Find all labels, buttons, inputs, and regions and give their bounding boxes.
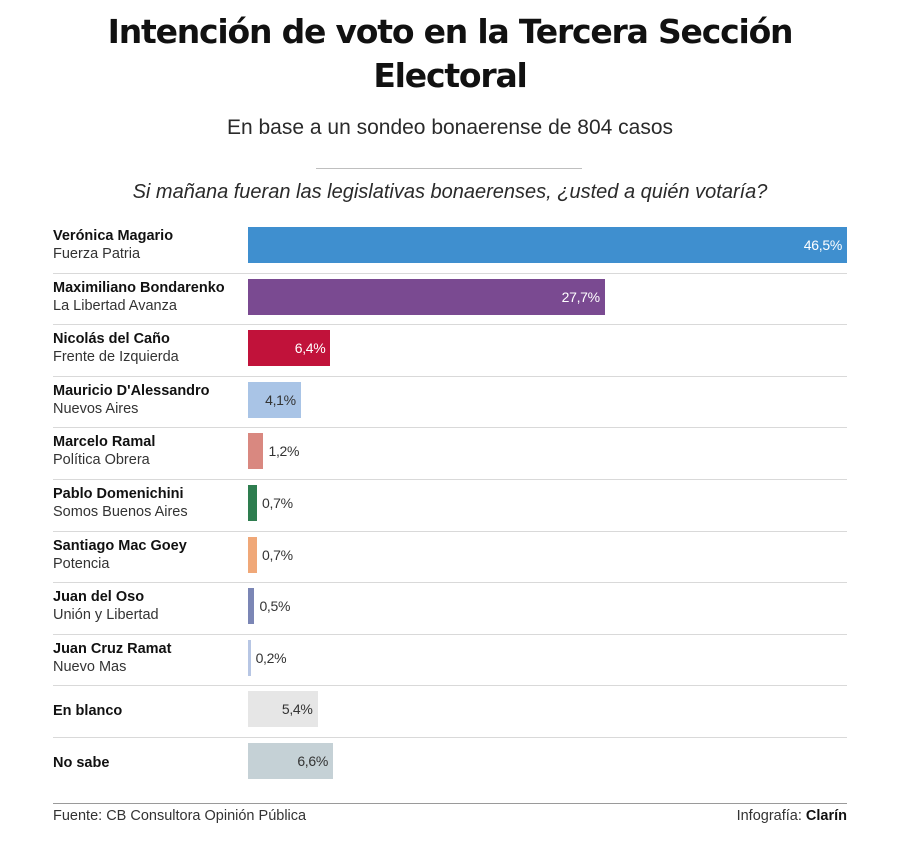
- chart-title-line1: Intención de voto en la Tercera Sección: [107, 12, 794, 51]
- data-label: 46,5%: [803, 237, 843, 253]
- candidate-name: Juan Cruz Ramat: [53, 640, 172, 657]
- category-label: Nicolás del Caño Frente de Izquierda: [53, 330, 243, 366]
- data-label: 1,2%: [268, 443, 300, 460]
- bar: [248, 433, 264, 470]
- chart-row: Pablo Domenichini Somos Buenos Aires 0,7%: [53, 480, 847, 532]
- chart-row: Juan Cruz Ramat Nuevo Mas 0,2%: [53, 635, 847, 687]
- chart-row: Santiago Mac Goey Potencia 0,7%: [53, 532, 847, 584]
- row-separator: [53, 427, 847, 429]
- chart-title-line2: Electoral: [373, 56, 528, 95]
- bar: [248, 742, 334, 779]
- chart-row: Nicolás del Caño Frente de Izquierda 6,4%: [53, 325, 847, 377]
- bar: [248, 588, 255, 625]
- candidate-name: Mauricio D'Alessandro: [53, 382, 210, 399]
- credit-note: Infografía: Clarín: [737, 808, 847, 824]
- data-label: 6,4%: [294, 340, 326, 357]
- data-label: 0,7%: [262, 546, 293, 563]
- category-label: Juan Cruz Ramat Nuevo Mas: [53, 640, 243, 676]
- party-name: La Libertad Avanza: [53, 297, 177, 314]
- row-separator: [53, 478, 847, 480]
- bar-track: 1,2%: [248, 433, 847, 470]
- data-label: 4,1%: [265, 391, 296, 408]
- party-name: Fuerza Patria: [53, 246, 141, 262]
- bar-track: 46,5%: [248, 227, 847, 263]
- bar-track: 0,5%: [248, 588, 847, 625]
- bar-track: 0,7%: [248, 536, 847, 573]
- chart-row: Verónica Magario Fuerza Patria 46,5%: [53, 222, 847, 274]
- candidate-name: Santiago Mac Goey: [53, 537, 187, 554]
- bar-track: 27,7%: [248, 278, 847, 315]
- row-separator: [53, 272, 847, 274]
- chart-row: En blanco 5,4%: [53, 686, 847, 738]
- row-separator: [53, 633, 847, 635]
- row-separator: [53, 582, 847, 584]
- bar-chart: Verónica Magario Fuerza Patria 46,5% Maximi…: [53, 222, 847, 790]
- source-note: Fuente: CB Consultora Opinión Pública: [53, 808, 307, 824]
- bar-track: 6,6%: [248, 742, 847, 779]
- category-label: Marcelo Ramal Política Obrera: [53, 433, 243, 469]
- row-separator: [53, 736, 847, 738]
- party-name: Unión y Libertad: [53, 607, 159, 624]
- survey-question: Si mañana fueran las legislativas bonaer…: [132, 181, 768, 203]
- bar-track: 5,4%: [248, 691, 847, 728]
- bar: [248, 691, 318, 728]
- bar: [248, 278, 605, 315]
- bar-track: 6,4%: [248, 330, 847, 367]
- bar-track: 0,7%: [248, 484, 847, 521]
- candidate-name: Juan del Oso: [53, 589, 145, 606]
- candidate-name: Verónica Magario: [53, 228, 174, 244]
- data-label: 0,2%: [255, 649, 287, 666]
- chart-row: Marcelo Ramal Política Obrera 1,2%: [53, 428, 847, 480]
- chart-row: Maximiliano Bondarenko La Libertad Avanza…: [53, 274, 847, 326]
- category-label: Verónica Magario Fuerza Patria: [53, 227, 243, 263]
- header-divider: [316, 168, 582, 169]
- category-label: Mauricio D'Alessandro Nuevos Aires: [53, 382, 243, 418]
- party-name: Somos Buenos Aires: [53, 503, 188, 520]
- bar: [248, 484, 258, 521]
- chart-row: Juan del Oso Unión y Libertad 0,5%: [53, 583, 847, 635]
- row-separator: [53, 324, 847, 326]
- bar: [248, 381, 301, 418]
- data-label: 0,7%: [262, 494, 293, 511]
- row-separator: [53, 685, 847, 687]
- bar: [248, 536, 258, 573]
- category-label: Maximiliano Bondarenko La Libertad Avanza: [53, 279, 243, 315]
- candidate-name: Nicolás del Caño: [53, 331, 170, 348]
- row-separator: [53, 375, 847, 377]
- bar-track: 0,2%: [248, 639, 847, 676]
- party-name: Política Obrera: [53, 452, 150, 469]
- bar: [248, 330, 331, 367]
- data-label: 5,4%: [281, 701, 313, 718]
- chart-title: Intención de voto en la Tercera Sección …: [0, 10, 900, 98]
- party-name: Potencia: [53, 555, 110, 572]
- candidate-name: En blanco: [53, 703, 123, 720]
- category-label: En blanco: [53, 702, 243, 720]
- category-label: Pablo Domenichini Somos Buenos Aires: [53, 485, 243, 521]
- chart-row: No sabe 6,6%: [53, 738, 847, 790]
- bar: [248, 639, 251, 676]
- candidate-name: Maximiliano Bondarenko: [53, 279, 225, 296]
- category-label: Juan del Oso Unión y Libertad: [53, 588, 243, 624]
- party-name: Nuevos Aires: [53, 400, 139, 417]
- category-label: No sabe: [53, 754, 243, 772]
- bar-track: 4,1%: [248, 381, 847, 418]
- candidate-name: No sabe: [53, 754, 110, 771]
- credit-brand: Clarín: [805, 808, 847, 824]
- chart-subtitle: En base a un sondeo bonaerense de 804 ca…: [226, 116, 673, 139]
- data-label: 27,7%: [561, 288, 601, 305]
- chart-row: Mauricio D'Alessandro Nuevos Aires 4,1%: [53, 377, 847, 429]
- category-label: Santiago Mac Goey Potencia: [53, 537, 243, 573]
- data-label: 6,6%: [297, 752, 329, 769]
- credit-prefix: Infografía:: [736, 808, 802, 824]
- candidate-name: Marcelo Ramal: [53, 434, 156, 451]
- footer-divider: [53, 803, 847, 804]
- party-name: Frente de Izquierda: [53, 349, 179, 366]
- candidate-name: Pablo Domenichini: [53, 485, 184, 502]
- row-separator: [53, 530, 847, 532]
- bar: [248, 227, 847, 263]
- data-label: 0,5%: [259, 598, 291, 615]
- party-name: Nuevo Mas: [53, 658, 127, 675]
